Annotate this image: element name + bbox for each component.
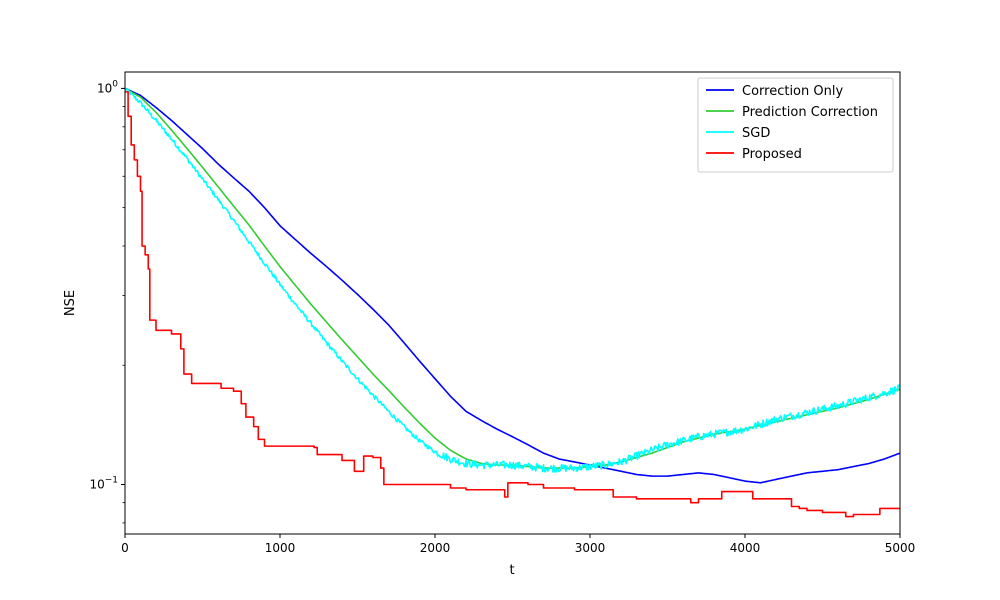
x-axis: 0 1000 2000 3000 4000 5000 [121, 534, 915, 555]
series-line-sgd [125, 87, 900, 473]
series-layer [125, 87, 900, 518]
plot-frame [124, 71, 901, 535]
y-axis: 10−1 100 [89, 79, 125, 524]
x-tick-label: 5000 [885, 541, 916, 555]
series-line-proposed [125, 91, 900, 518]
x-tick-label: 0 [121, 541, 129, 555]
x-tick-label: 3000 [575, 541, 606, 555]
legend-label: Proposed [742, 147, 802, 162]
x-axis-label: t [509, 563, 514, 578]
y-tick-label: 10−1 [89, 476, 118, 492]
legend: Correction Only Prediction Correction SGD P… [697, 77, 894, 173]
legend-box [697, 77, 894, 173]
legend-label: SGD [742, 126, 770, 141]
y-tick-label: 100 [97, 79, 118, 95]
y-axis-label: NSE [63, 290, 78, 316]
legend-label: Correction Only [742, 84, 843, 99]
series-line-correction-only [125, 87, 900, 484]
x-tick-label: 1000 [265, 541, 296, 555]
x-tick-label: 4000 [730, 541, 761, 555]
legend-label: Prediction Correction [742, 105, 878, 120]
x-tick-label: 2000 [420, 541, 451, 555]
